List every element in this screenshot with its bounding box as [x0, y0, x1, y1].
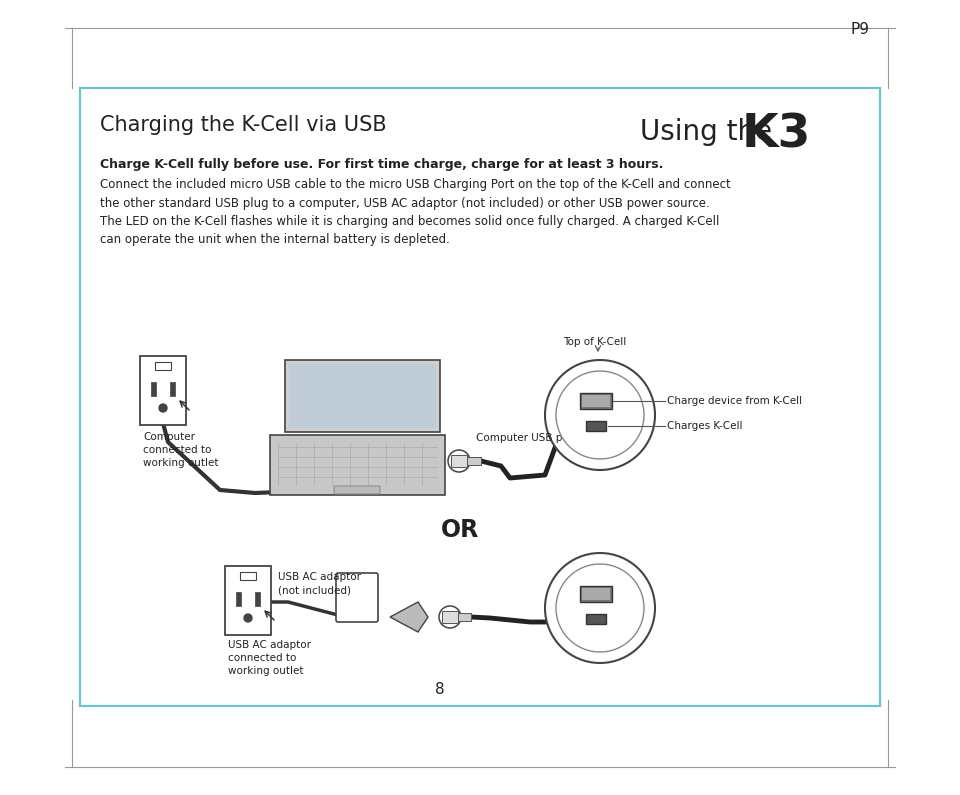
- FancyBboxPatch shape: [442, 611, 458, 623]
- FancyBboxPatch shape: [140, 356, 186, 425]
- FancyBboxPatch shape: [586, 421, 606, 431]
- FancyBboxPatch shape: [289, 364, 436, 428]
- Text: Computer USB port: Computer USB port: [476, 433, 577, 443]
- Text: 8: 8: [435, 682, 444, 697]
- FancyBboxPatch shape: [580, 393, 612, 409]
- FancyBboxPatch shape: [270, 435, 445, 495]
- Text: Using the: Using the: [640, 118, 781, 146]
- Text: Charges K-Cell: Charges K-Cell: [667, 421, 742, 431]
- FancyBboxPatch shape: [580, 586, 612, 602]
- FancyBboxPatch shape: [582, 588, 610, 600]
- FancyBboxPatch shape: [170, 382, 175, 396]
- FancyBboxPatch shape: [467, 457, 481, 465]
- FancyBboxPatch shape: [285, 360, 440, 432]
- FancyBboxPatch shape: [336, 573, 378, 622]
- Circle shape: [556, 371, 644, 459]
- Polygon shape: [390, 602, 428, 632]
- Circle shape: [244, 614, 252, 622]
- FancyBboxPatch shape: [236, 592, 241, 606]
- FancyBboxPatch shape: [334, 486, 380, 494]
- Text: Charge K-Cell fully before use. For first time charge, charge for at least 3 hou: Charge K-Cell fully before use. For firs…: [100, 158, 663, 171]
- Text: K3: K3: [742, 112, 811, 157]
- Circle shape: [545, 360, 655, 470]
- Circle shape: [545, 553, 655, 663]
- Circle shape: [439, 606, 461, 628]
- FancyBboxPatch shape: [582, 395, 610, 407]
- Circle shape: [556, 564, 644, 652]
- Text: USB AC adaptor
connected to
working outlet: USB AC adaptor connected to working outl…: [228, 640, 311, 677]
- Circle shape: [159, 404, 167, 412]
- FancyBboxPatch shape: [255, 592, 260, 606]
- Text: Top of K-Cell: Top of K-Cell: [564, 337, 627, 347]
- FancyBboxPatch shape: [155, 362, 171, 370]
- Text: Connect the included micro USB cable to the micro USB Charging Port on the top o: Connect the included micro USB cable to …: [100, 178, 731, 246]
- FancyBboxPatch shape: [451, 455, 467, 467]
- Text: Charging the K-Cell via USB: Charging the K-Cell via USB: [100, 115, 387, 135]
- Text: P9: P9: [851, 22, 870, 37]
- FancyBboxPatch shape: [240, 572, 256, 580]
- Text: Computer
connected to
working outlet: Computer connected to working outlet: [143, 432, 219, 468]
- FancyBboxPatch shape: [586, 614, 606, 624]
- Text: OR: OR: [441, 518, 479, 542]
- FancyBboxPatch shape: [151, 382, 156, 396]
- Text: USB AC adaptor
(not included): USB AC adaptor (not included): [278, 572, 361, 595]
- FancyBboxPatch shape: [225, 566, 271, 635]
- Circle shape: [448, 450, 470, 472]
- Text: Charge device from K-Cell: Charge device from K-Cell: [667, 396, 803, 406]
- FancyBboxPatch shape: [80, 88, 880, 706]
- FancyBboxPatch shape: [458, 613, 471, 621]
